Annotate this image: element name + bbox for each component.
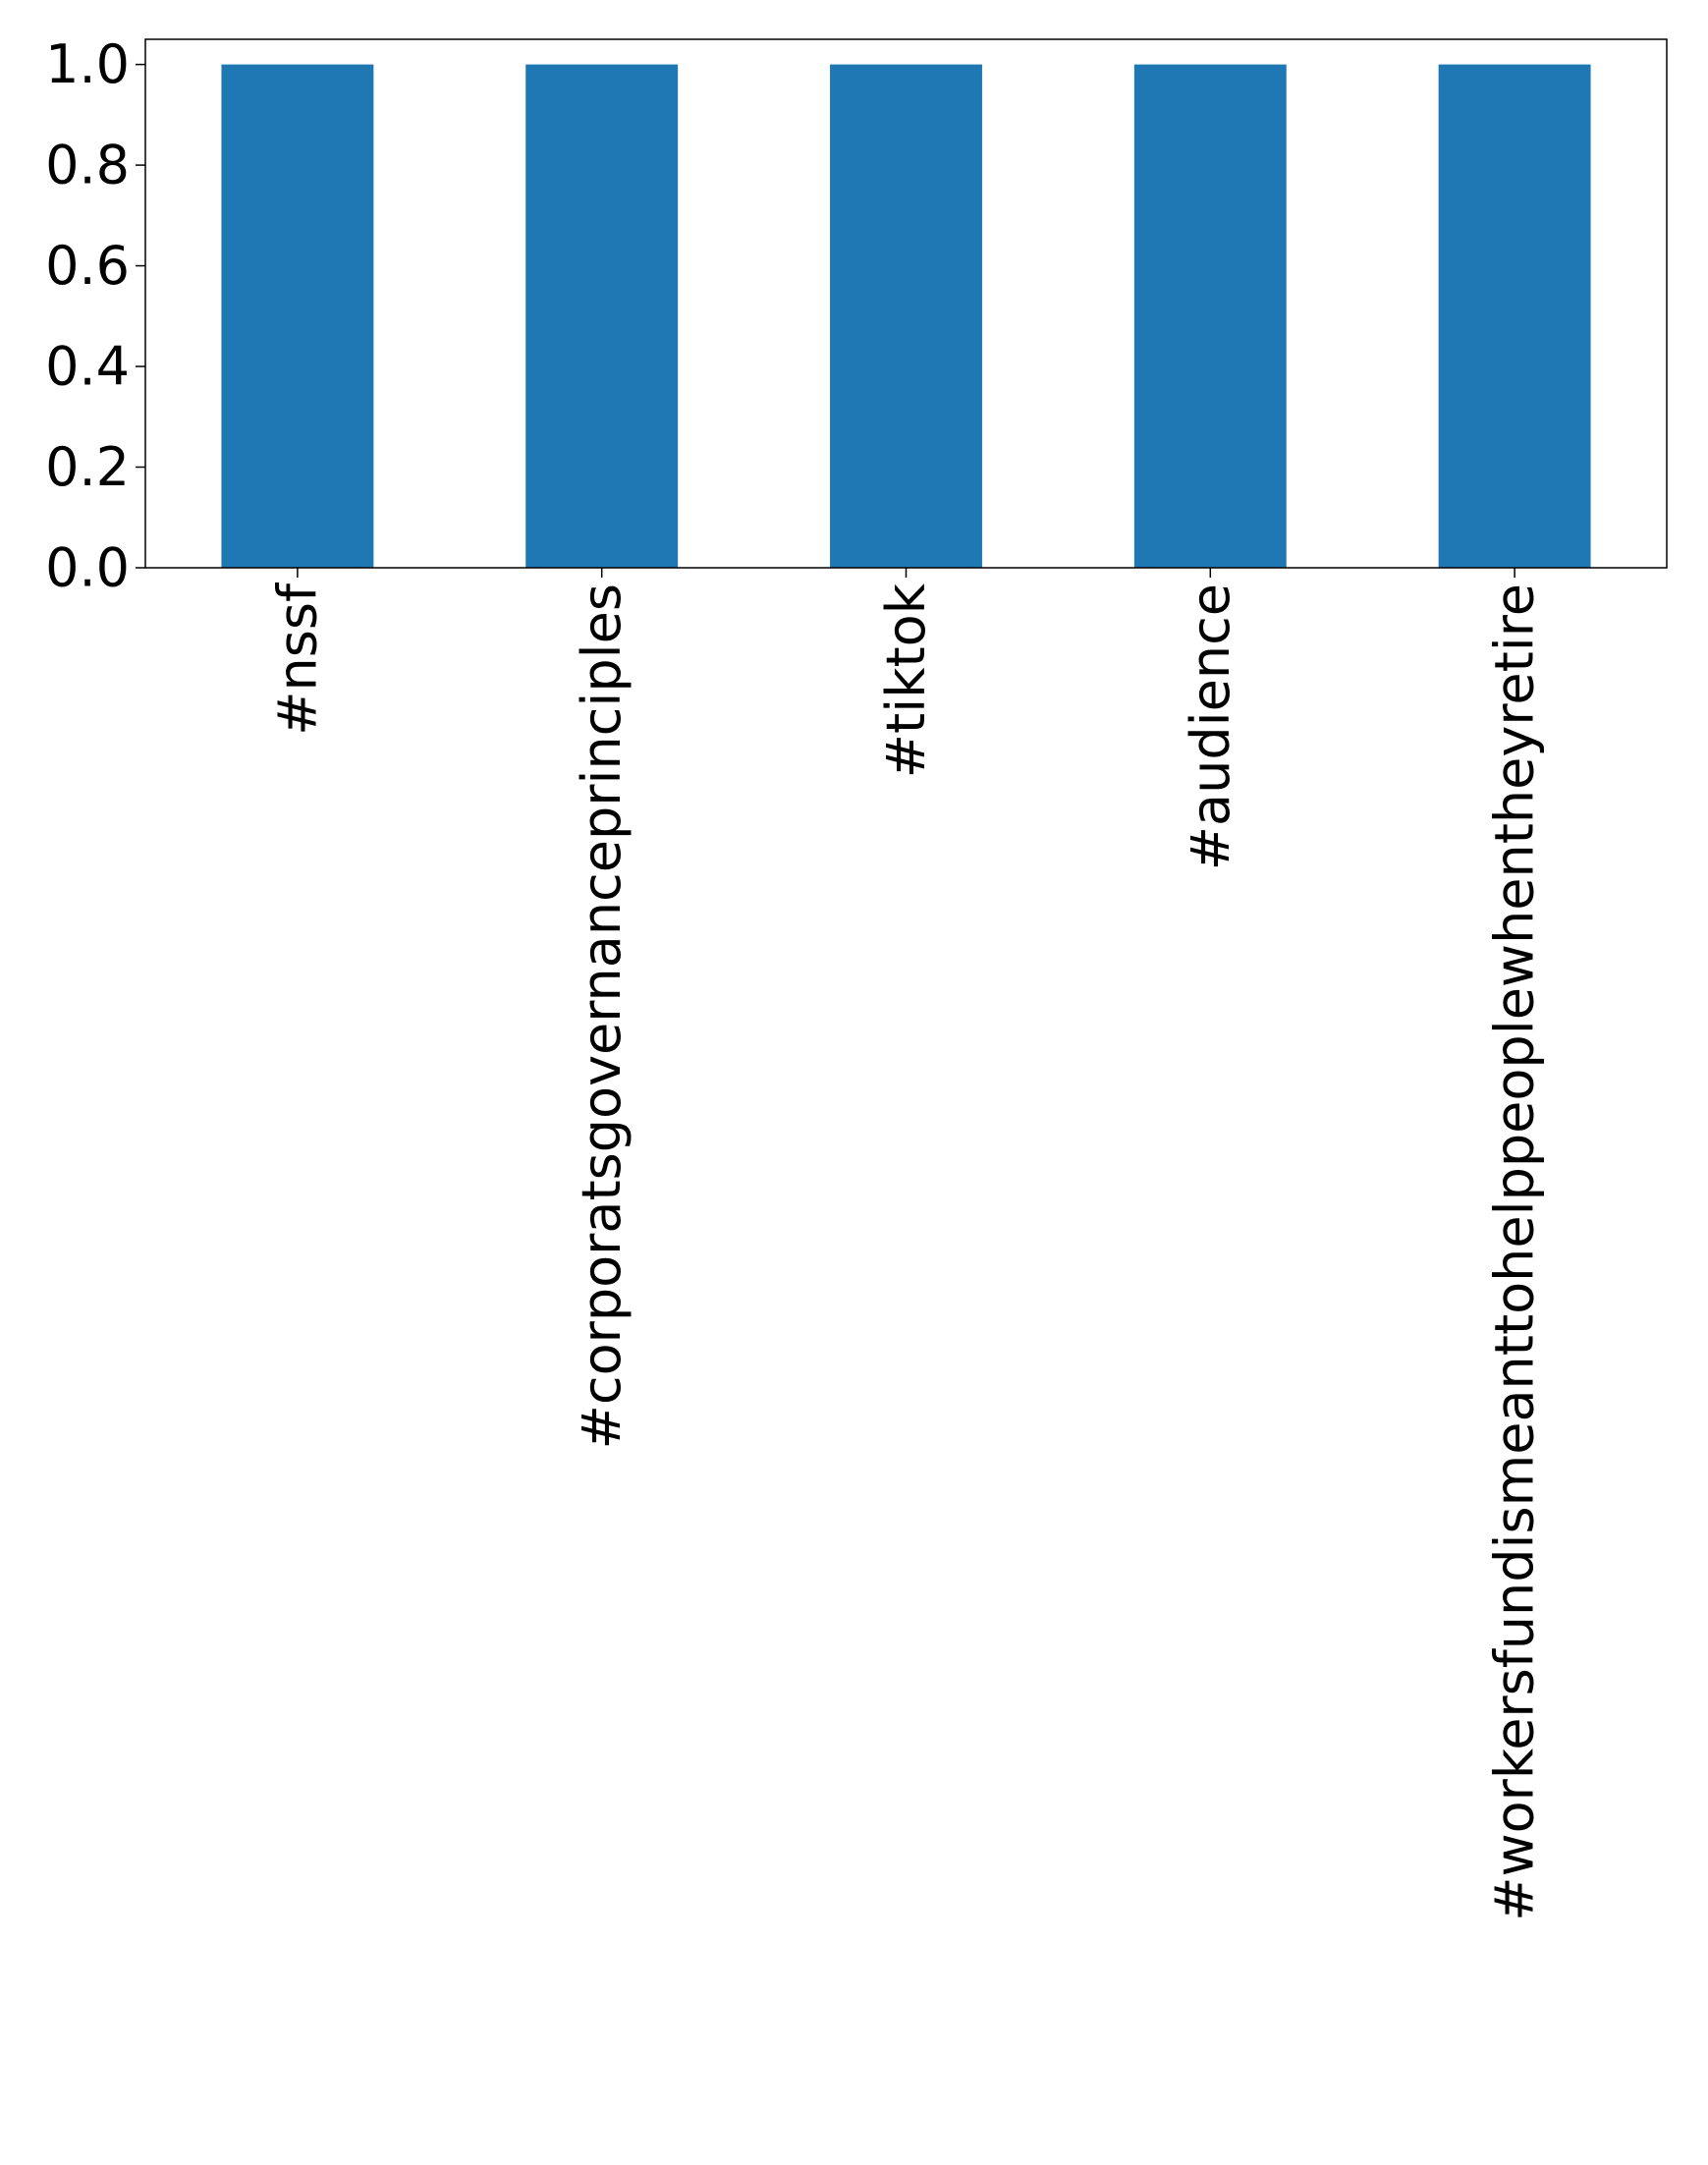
- x-axis: #nssf #corporatsgovernanceprinciples #tikt…: [266, 568, 1546, 1921]
- y-tick-label: 1.0: [45, 33, 130, 95]
- bar-0: [221, 64, 374, 569]
- bar-4: [1438, 64, 1591, 569]
- bar-2: [830, 64, 982, 569]
- y-tick-label: 0.6: [45, 235, 130, 297]
- x-tick-label: #corporatsgovernanceprinciples: [571, 583, 633, 1449]
- bar-3: [1133, 64, 1287, 569]
- x-tick-label: #audience: [1180, 583, 1241, 870]
- y-tick-label: 0.4: [45, 336, 130, 398]
- x-tick-label: #nssf: [266, 582, 328, 736]
- plot-frame: [144, 38, 1668, 569]
- y-axis: 0.0 0.2 0.4 0.6 0.8 1.0: [45, 33, 145, 599]
- x-tick-label: #tiktok: [875, 583, 937, 778]
- y-tick-label: 0.8: [45, 135, 130, 196]
- bar-1: [525, 64, 679, 569]
- bars-group: [221, 64, 1591, 569]
- x-tick-label: #workersfundismeanttohelppeoplewhentheyr…: [1484, 583, 1546, 1921]
- y-tick-label: 0.2: [45, 436, 130, 498]
- y-tick-label: 0.0: [45, 537, 130, 599]
